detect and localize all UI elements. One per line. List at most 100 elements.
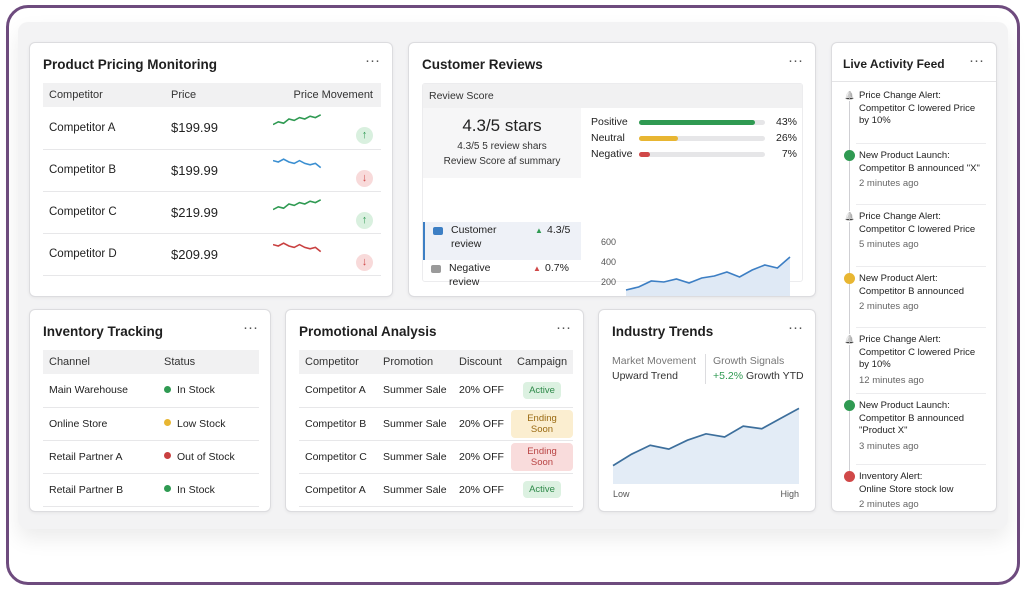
- price-movement: ↓: [255, 149, 381, 192]
- bar-percent: 43%: [775, 116, 797, 128]
- bar-track: [639, 152, 765, 157]
- dashboard-canvas: Product Pricing Monitoring ··· Competito…: [18, 22, 1008, 529]
- campaign-badge: Ending Soon: [511, 442, 573, 471]
- feed-text: Competitor C lowered Price: [859, 223, 976, 235]
- trends-chart: Low High: [612, 407, 800, 499]
- bar-fill: [639, 136, 679, 141]
- feed-item[interactable]: Price Change Alert: Competitor C lowered …: [859, 334, 975, 387]
- x-tick-label: High: [780, 489, 799, 499]
- col-competitor: Competitor: [305, 356, 359, 368]
- promo-campaign: Ending Soon: [511, 440, 573, 474]
- promo-discount: 20% OFF: [453, 440, 511, 474]
- yellow-dot-icon: [844, 273, 855, 284]
- feed-item[interactable]: New Product Alert: Competitor B announced…: [859, 273, 964, 314]
- table-row[interactable]: Competitor C Summer Sale 20% OFF Ending Soo…: [299, 440, 573, 474]
- bell-icon: 🔔: [844, 211, 855, 222]
- series-line: [625, 256, 791, 291]
- bar-label: Neutral: [591, 132, 625, 144]
- col-movement: Price Movement: [293, 89, 373, 101]
- feed-text: New Product Launch:: [859, 400, 950, 411]
- promo-discount: 20% OFF: [453, 473, 511, 507]
- price-movement: ↑: [255, 107, 381, 150]
- feed-item[interactable]: Inventory Alert: Online Store stock low 2 …: [859, 471, 954, 511]
- status-dot-icon: [164, 485, 171, 493]
- sentiment-bar-positive: Positive 43%: [591, 116, 797, 132]
- competitor-name: Competitor C: [43, 191, 165, 234]
- table-header: Competitor Price Price Movement: [43, 83, 381, 107]
- table-row[interactable]: Main Warehouse In Stock: [43, 374, 259, 408]
- series-line: [612, 407, 800, 467]
- feed-text: New Product Launch:: [859, 150, 950, 161]
- promo-campaign: Active: [511, 374, 573, 408]
- feed-title: Live Activity Feed: [843, 57, 945, 71]
- table-row[interactable]: Online Store Low Stock: [43, 407, 259, 441]
- table-row[interactable]: Retail Partner A Out of Stock: [43, 440, 259, 474]
- pricing-card: Product Pricing Monitoring ··· Competito…: [29, 42, 393, 297]
- review-score-header: Review Score: [429, 90, 494, 102]
- col-status: Status: [164, 356, 196, 368]
- feed-timeline: [849, 98, 850, 478]
- inventory-title: Inventory Tracking: [43, 324, 164, 339]
- promo-name: Summer Sale: [377, 407, 453, 441]
- inventory-menu-button[interactable]: ···: [243, 319, 258, 336]
- arrow-down-icon: ↓: [356, 253, 373, 271]
- y-tick-label: 600: [601, 237, 616, 247]
- table-row[interactable]: Competitor D $209.99 ↓: [43, 233, 381, 276]
- trends-title: Industry Trends: [612, 324, 714, 339]
- sparkline: [272, 114, 322, 126]
- feed-text: Competitor B announced: [859, 412, 965, 424]
- channel-name: Retail Partner B: [43, 473, 158, 507]
- table-row[interactable]: Retail Partner B In Stock: [43, 473, 259, 507]
- table-row[interactable]: Competitor A $199.99 ↑: [43, 107, 381, 150]
- feed-text: Competitor B announced "X": [859, 162, 980, 174]
- green-dot-icon: [844, 400, 855, 411]
- area-fill: [626, 257, 790, 296]
- channel-name: Online Store: [43, 407, 158, 441]
- trends-menu-button[interactable]: ···: [788, 319, 803, 336]
- status-dot-icon: [164, 385, 171, 393]
- bell-glyph: 🔔: [844, 212, 855, 221]
- promo-name: Summer Sale: [377, 440, 453, 474]
- green-dot-icon: [844, 150, 855, 161]
- table-row[interactable]: Competitor B $199.99 ↓: [43, 149, 381, 192]
- table-row[interactable]: Competitor A Summer Sale 20% OFF Active: [299, 473, 573, 507]
- bar-fill: [639, 120, 755, 125]
- table-header: Channel Status: [43, 350, 259, 374]
- promo-competitor: Competitor A: [299, 374, 377, 408]
- arrow-up-icon: ↑: [356, 211, 373, 229]
- review-metric[interactable]: Negative review ▲ 0.7%: [423, 260, 581, 296]
- promo-campaign: Ending Soon: [511, 407, 573, 441]
- score-sub1: 4.3/5 5 review shars: [457, 141, 547, 152]
- stock-status: Low Stock: [158, 407, 259, 441]
- sparkline: [272, 157, 322, 168]
- y-tick-label: 400: [601, 257, 616, 267]
- pricing-menu-button[interactable]: ···: [365, 52, 380, 69]
- arrow-up-icon: ↑: [356, 127, 373, 145]
- feed-item[interactable]: Price Change Alert: Competitor C lowered …: [859, 90, 975, 128]
- table-row[interactable]: Competitor B Summer Sale 20% OFF Ending Soo…: [299, 407, 573, 441]
- feed-item[interactable]: New Product Launch: Competitor B announce…: [859, 400, 964, 453]
- feed-item[interactable]: New Product Launch: Competitor B announce…: [859, 150, 980, 191]
- feed-text: New Product Alert:: [859, 273, 938, 284]
- feed-time: 12 minutes ago: [859, 374, 924, 386]
- status-text: In Stock: [177, 483, 215, 496]
- feed-time: 3 minutes ago: [859, 440, 919, 452]
- table-row[interactable]: Competitor A Summer Sale 20% OFF Active: [299, 374, 573, 408]
- review-metric[interactable]: Customer review ▲ 4.3/5: [423, 222, 581, 260]
- reviews-menu-button[interactable]: ···: [788, 52, 803, 69]
- feed-text: "Product X": [859, 425, 908, 436]
- feed-text: Competitor C lowered Price: [859, 346, 976, 358]
- feed-menu-button[interactable]: ···: [969, 52, 984, 69]
- sentiment-bar-negative: Negative 7%: [591, 148, 797, 164]
- metric-line1: Negative: [449, 262, 491, 274]
- promo-menu-button[interactable]: ···: [556, 319, 571, 336]
- chat-icon: [433, 227, 443, 235]
- promo-competitor: Competitor C: [299, 440, 377, 474]
- feed-separator: [856, 464, 986, 465]
- reviews-card: Customer Reviews ··· Review Score 4.3/5 …: [408, 42, 816, 297]
- competitor-price: $199.99: [165, 107, 255, 150]
- stock-status: In Stock: [158, 473, 259, 507]
- table-row[interactable]: Competitor C $219.99 ↑: [43, 191, 381, 234]
- feed-item[interactable]: Price Change Alert: Competitor C lowered …: [859, 211, 975, 252]
- growth-signals-value: +5.2% Growth YTD: [713, 370, 804, 382]
